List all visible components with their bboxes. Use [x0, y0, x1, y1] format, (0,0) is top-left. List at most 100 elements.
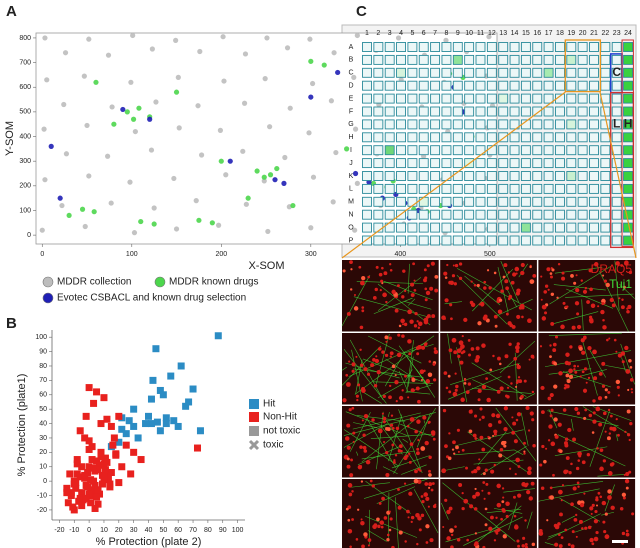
row-label: L	[349, 186, 353, 193]
well	[384, 209, 395, 220]
legend-marker	[249, 426, 259, 436]
point	[331, 50, 337, 56]
nucleus	[351, 362, 356, 367]
nucleus	[578, 454, 582, 458]
well	[555, 67, 565, 78]
nucleus	[423, 278, 427, 283]
nucleus	[544, 284, 549, 288]
well	[362, 209, 372, 220]
point	[195, 103, 201, 109]
nucleus	[383, 271, 388, 276]
y-tick-label: 10	[39, 464, 47, 471]
point	[112, 450, 120, 458]
point	[176, 125, 182, 131]
nucleus	[605, 282, 610, 288]
stain-label: DRAQ5	[591, 262, 633, 276]
nucleus	[424, 482, 429, 486]
point	[352, 170, 359, 177]
well	[452, 93, 463, 104]
nucleus	[396, 284, 400, 288]
nucleus	[496, 502, 502, 508]
neurite	[480, 445, 527, 475]
nucleus	[621, 298, 624, 301]
nucleus	[467, 338, 471, 342]
nucleus	[628, 359, 632, 363]
nucleus	[407, 452, 411, 456]
nucleus	[499, 386, 504, 391]
well	[362, 119, 372, 130]
well	[441, 183, 452, 194]
nucleus	[514, 266, 520, 272]
nucleus	[401, 389, 404, 392]
nucleus	[416, 352, 420, 356]
nucleus	[391, 545, 395, 548]
nucleus	[592, 411, 596, 415]
nucleus	[391, 443, 395, 447]
nucleus	[457, 450, 460, 453]
nucleus	[516, 342, 520, 346]
nucleus	[377, 347, 382, 351]
nucleus	[541, 444, 545, 449]
nucleus	[407, 309, 413, 315]
neurite	[514, 352, 518, 401]
nucleus	[416, 542, 419, 546]
point	[127, 470, 135, 478]
well	[384, 67, 395, 78]
well	[498, 119, 509, 130]
point	[128, 79, 134, 85]
well	[566, 106, 577, 117]
neurite	[526, 511, 533, 529]
nucleus	[506, 395, 510, 399]
well	[589, 119, 599, 130]
point	[130, 422, 138, 430]
well	[498, 171, 509, 181]
point	[87, 476, 95, 484]
nucleus	[385, 300, 388, 304]
well	[498, 235, 509, 246]
nucleus	[566, 305, 569, 308]
well	[498, 222, 509, 233]
well	[589, 80, 599, 91]
nucleus	[487, 491, 491, 495]
well	[509, 132, 520, 143]
nucleus	[414, 311, 418, 316]
point	[221, 78, 227, 84]
well	[486, 209, 497, 220]
column-label: 2	[376, 30, 380, 37]
nucleus	[474, 437, 478, 440]
nucleus	[561, 271, 565, 275]
column-label: 14	[511, 30, 519, 37]
well	[475, 93, 486, 104]
nucleus	[578, 346, 583, 351]
well	[555, 132, 565, 143]
well	[373, 119, 384, 130]
well	[452, 222, 463, 233]
point	[85, 384, 93, 392]
well	[384, 145, 395, 156]
nucleus	[505, 286, 509, 291]
nucleus	[355, 538, 359, 541]
nucleus	[557, 533, 561, 537]
nucleus	[432, 378, 437, 382]
well	[396, 93, 406, 104]
well	[600, 235, 611, 246]
x-tick-label: 500	[484, 251, 496, 258]
nucleus	[350, 458, 353, 462]
nucleus	[412, 262, 416, 266]
point	[93, 457, 101, 465]
nucleus	[441, 468, 447, 474]
well	[384, 158, 395, 169]
well	[611, 119, 622, 130]
nucleus	[515, 418, 519, 422]
well	[532, 54, 543, 65]
point	[175, 74, 181, 80]
nucleus	[442, 525, 445, 529]
nucleus	[495, 413, 501, 419]
nucleus	[355, 394, 359, 398]
well	[373, 183, 384, 194]
y-tick-label: 600	[19, 84, 31, 91]
nucleus	[342, 398, 347, 403]
nucleus	[452, 391, 458, 397]
nucleus	[509, 467, 512, 470]
legend-marker	[42, 276, 54, 288]
